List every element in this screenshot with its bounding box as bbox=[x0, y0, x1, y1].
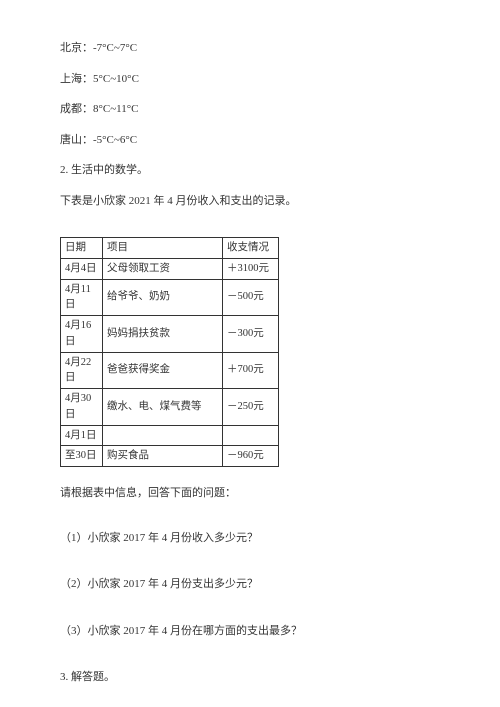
temp-chengdu: 成都：8°C~11°C bbox=[60, 101, 440, 118]
table-header-row: 日期 项目 收支情况 bbox=[61, 238, 279, 259]
table-row: 4月1日 bbox=[61, 425, 279, 446]
table-row: 4月4日 父母领取工资 ＋3100元 bbox=[61, 258, 279, 279]
cell-item bbox=[103, 425, 223, 446]
question-2: （2）小欣家 2017 年 4 月份支出多少元？ bbox=[60, 576, 440, 593]
cell-date: 4月30日 bbox=[61, 389, 103, 426]
cell-amount: －500元 bbox=[223, 279, 279, 316]
question-1: （1）小欣家 2017 年 4 月份收入多少元？ bbox=[60, 530, 440, 547]
cell-item: 缴水、电、煤气费等 bbox=[103, 389, 223, 426]
table-row: 4月16日 妈妈捐扶贫款 －300元 bbox=[61, 316, 279, 353]
cell-date: 4月22日 bbox=[61, 352, 103, 389]
table-row: 至30日 购买食品 －960元 bbox=[61, 446, 279, 467]
cell-item: 购买食品 bbox=[103, 446, 223, 467]
answer-prompt: 请根据表中信息，回答下面的问题： bbox=[60, 485, 440, 502]
section-3-title: 3. 解答题。 bbox=[60, 669, 440, 686]
cell-amount: －960元 bbox=[223, 446, 279, 467]
cell-item: 父母领取工资 bbox=[103, 258, 223, 279]
section-2-title: 2. 生活中的数学。 bbox=[60, 162, 440, 179]
header-date: 日期 bbox=[61, 238, 103, 259]
cell-amount: ＋700元 bbox=[223, 352, 279, 389]
cell-date: 4月16日 bbox=[61, 316, 103, 353]
temp-tangshan: 唐山：-5°C~6°C bbox=[60, 132, 440, 149]
table-row: 4月22日 爸爸获得奖金 ＋700元 bbox=[61, 352, 279, 389]
cell-amount: －250元 bbox=[223, 389, 279, 426]
cell-date: 4月4日 bbox=[61, 258, 103, 279]
cell-amount: －300元 bbox=[223, 316, 279, 353]
cell-item: 爸爸获得奖金 bbox=[103, 352, 223, 389]
cell-date: 至30日 bbox=[61, 446, 103, 467]
income-expense-table: 日期 项目 收支情况 4月4日 父母领取工资 ＋3100元 4月11日 给爷爷、… bbox=[60, 237, 279, 467]
temp-beijing: 北京：-7°C~7°C bbox=[60, 40, 440, 57]
cell-item: 妈妈捐扶贫款 bbox=[103, 316, 223, 353]
cell-amount bbox=[223, 425, 279, 446]
table-row: 4月30日 缴水、电、煤气费等 －250元 bbox=[61, 389, 279, 426]
temp-shanghai: 上海：5°C~10°C bbox=[60, 71, 440, 88]
header-item: 项目 bbox=[103, 238, 223, 259]
question-3: （3）小欣家 2017 年 4 月份在哪方面的支出最多？ bbox=[60, 623, 440, 640]
cell-date: 4月1日 bbox=[61, 425, 103, 446]
table-intro: 下表是小欣家 2021 年 4 月份收入和支出的记录。 bbox=[60, 193, 440, 210]
cell-date: 4月11日 bbox=[61, 279, 103, 316]
cell-item: 给爷爷、奶奶 bbox=[103, 279, 223, 316]
table-row: 4月11日 给爷爷、奶奶 －500元 bbox=[61, 279, 279, 316]
cell-amount: ＋3100元 bbox=[223, 258, 279, 279]
header-amount: 收支情况 bbox=[223, 238, 279, 259]
